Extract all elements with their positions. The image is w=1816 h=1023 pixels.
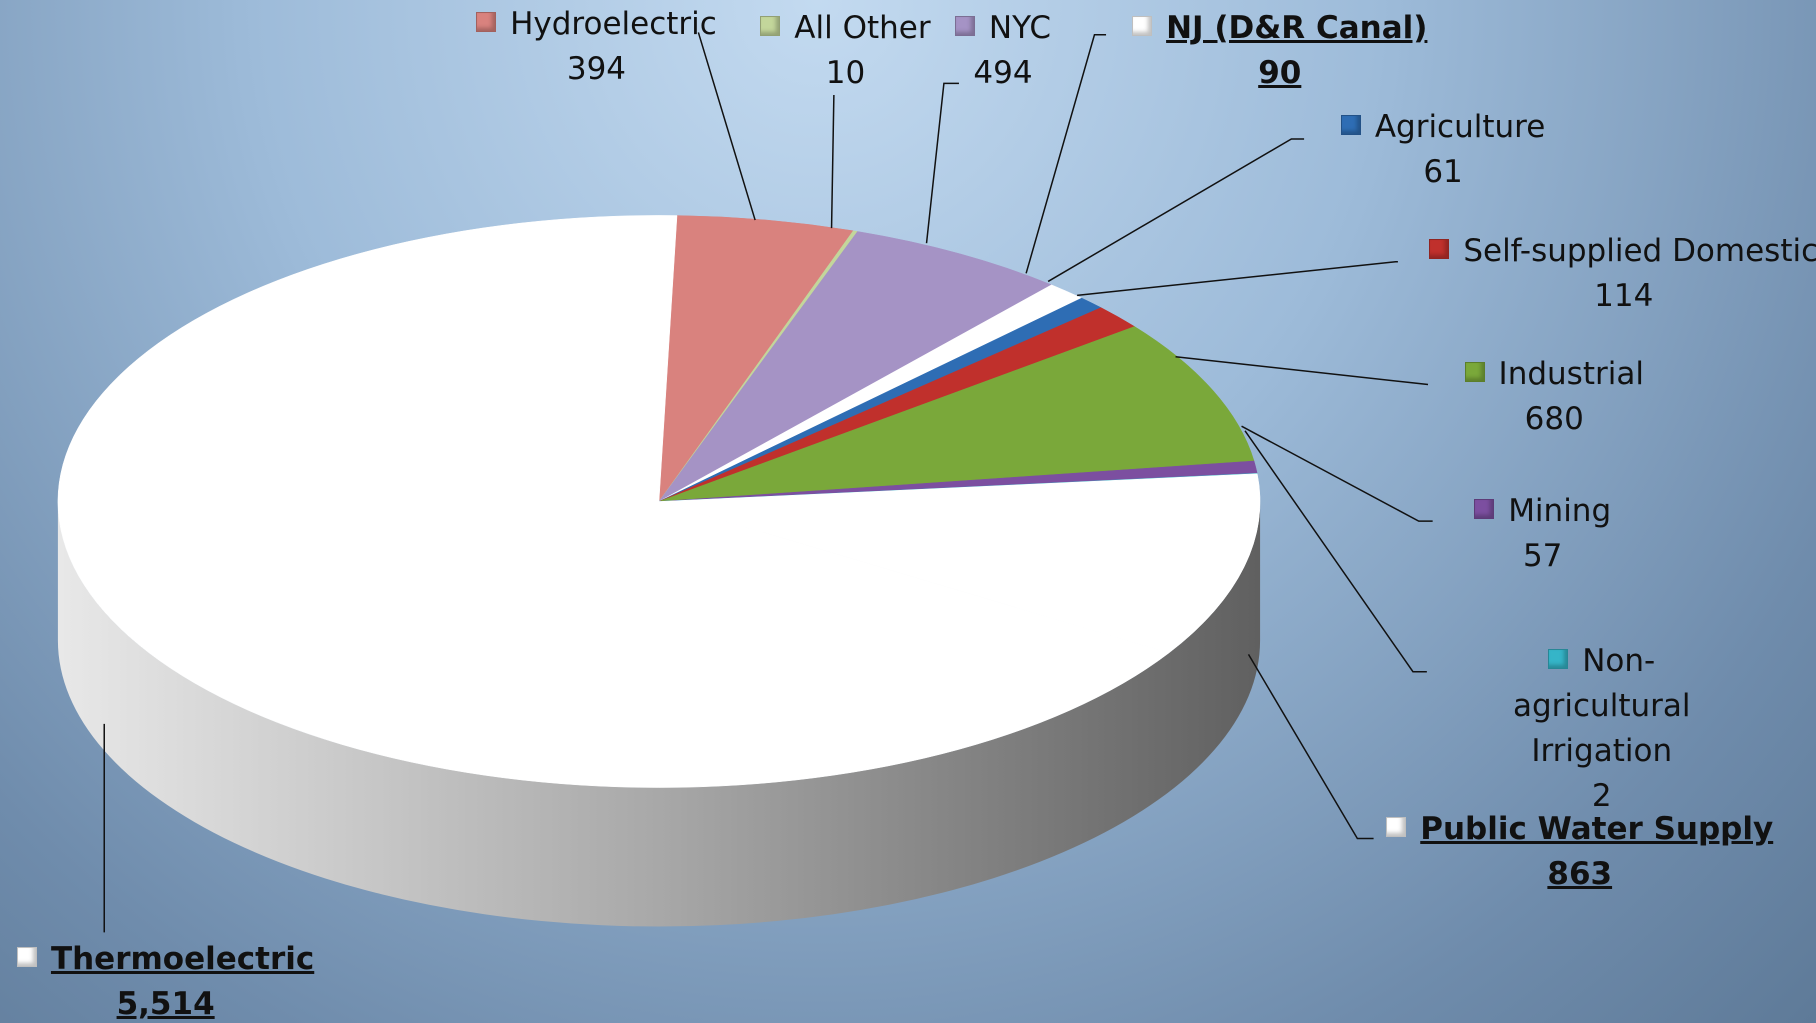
value-label: 90 — [1258, 54, 1302, 91]
leader-line — [697, 32, 756, 221]
data-label: NJ (D&R Canal) 90 — [1070, 6, 1490, 96]
legend-marker — [1474, 498, 1495, 519]
value-label: 394 — [566, 51, 627, 88]
leader-line — [1175, 355, 1429, 386]
leader-line — [925, 82, 959, 244]
leader-line — [1244, 430, 1427, 673]
legend-marker — [1386, 817, 1407, 838]
data-label: Thermoelectric 5,514 — [0, 937, 376, 1023]
data-label: Agriculture 61 — [1233, 105, 1653, 195]
value-label: 680 — [1524, 401, 1584, 438]
data-label: NYC 494 — [793, 6, 1213, 96]
category-label: Industrial — [1498, 356, 1644, 393]
value-label: 5,514 — [116, 985, 215, 1022]
legend-marker — [1464, 362, 1485, 383]
value-label: 61 — [1423, 154, 1463, 191]
pie-slice — [658, 473, 1261, 654]
pie-side — [57, 501, 1261, 927]
pie-slice — [658, 231, 1053, 502]
value-label: 114 — [1594, 278, 1654, 315]
legend-marker — [16, 946, 37, 967]
category-label: NJ (D&R Canal) — [1166, 9, 1428, 46]
category-label: Non-agricultural Irrigation — [1512, 643, 1691, 770]
value-label: 2 — [1591, 778, 1612, 815]
leader-line — [830, 94, 835, 229]
value-label: 57 — [1522, 537, 1563, 574]
category-label: NYC — [988, 9, 1051, 46]
pie-slice — [57, 215, 1170, 788]
legend-marker — [1340, 115, 1361, 136]
category-label: Self-supplied Domestic — [1463, 233, 1816, 270]
category-label: Mining — [1508, 492, 1612, 529]
leader-line — [1025, 33, 1107, 274]
data-label: Self-supplied Domestic 114 — [1414, 229, 1816, 319]
leader-line — [1077, 260, 1398, 297]
legend-marker — [1429, 239, 1450, 260]
legend-marker — [1548, 649, 1569, 670]
leader-line — [1047, 138, 1305, 283]
pie-slice — [658, 326, 1255, 502]
leader-line — [1247, 653, 1374, 840]
data-label: Hydroelectric 394 — [386, 2, 806, 92]
legend-marker — [760, 15, 781, 36]
value-label: 10 — [825, 54, 866, 91]
value-label: 494 — [973, 54, 1033, 91]
legend-marker — [954, 15, 975, 36]
legend-marker — [1132, 15, 1153, 36]
data-label: Industrial 680 — [1344, 352, 1764, 442]
leader-line — [1241, 425, 1433, 522]
data-label: All Other 10 — [635, 6, 1055, 96]
category-label: Thermoelectric — [50, 940, 315, 977]
category-label: Public Water Supply — [1420, 811, 1774, 848]
category-label: Agriculture — [1374, 109, 1546, 146]
value-label: 863 — [1547, 856, 1613, 893]
legend-marker — [476, 12, 497, 33]
pie-slice — [658, 215, 854, 503]
category-label: All Other — [794, 9, 931, 46]
category-label: Hydroelectric — [510, 6, 717, 43]
data-label: Mining 57 — [1333, 489, 1753, 579]
data-label: Public Water Supply 863 — [1370, 807, 1790, 897]
data-label: Non-agricultural Irrigation 2 — [1467, 639, 1737, 819]
